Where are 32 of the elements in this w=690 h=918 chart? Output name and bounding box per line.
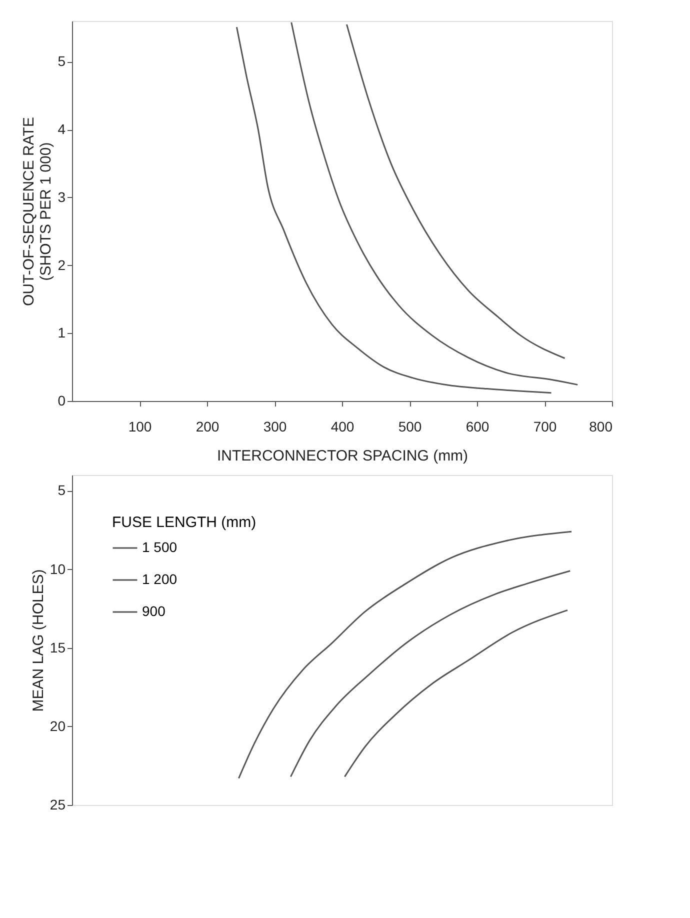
y-tick-label: 10 xyxy=(50,560,66,577)
y-tick-label: 5 xyxy=(58,482,66,498)
line-series xyxy=(236,26,552,394)
x-tick-label: 600 xyxy=(466,418,490,434)
x-tick-label: 800 xyxy=(589,418,613,434)
line-series xyxy=(346,24,566,359)
legend-title: FUSE LENGTH (mm) xyxy=(112,514,256,531)
legend-label: 1 200 xyxy=(142,571,178,587)
y-tick-label: 3 xyxy=(58,188,66,205)
legend-label: 1 500 xyxy=(142,539,178,555)
y-tick-label: 2 xyxy=(58,256,66,273)
y-tick-label: 5 xyxy=(58,53,66,70)
x-axis-title: INTERCONNECTOR SPACING (mm) xyxy=(216,448,468,464)
y-tick-label: 1 xyxy=(58,324,66,341)
y-axis-title: MEAN LAG (HOLES) xyxy=(30,569,47,712)
x-tick-label: 400 xyxy=(330,418,354,434)
line-series xyxy=(238,530,572,780)
legend-label: 900 xyxy=(142,603,166,619)
line-series xyxy=(344,609,568,778)
y-tick-label: 25 xyxy=(50,796,66,812)
x-tick-label: 500 xyxy=(398,418,422,434)
y-tick-label: 4 xyxy=(58,121,66,138)
x-tick-label: 200 xyxy=(196,418,220,434)
x-tick-label: 100 xyxy=(128,418,152,434)
x-tick-label: 300 xyxy=(263,418,287,434)
y-tick-label: 0 xyxy=(58,392,66,408)
line-series xyxy=(290,570,571,778)
line-series xyxy=(290,22,578,386)
y-tick-label: 20 xyxy=(50,718,66,734)
y-tick-label: 15 xyxy=(50,639,66,656)
y-axis-title: OUT-OF-SEQUENCE RATE (SHOTS PER 1 000) xyxy=(20,117,55,306)
x-tick-label: 700 xyxy=(533,418,557,434)
